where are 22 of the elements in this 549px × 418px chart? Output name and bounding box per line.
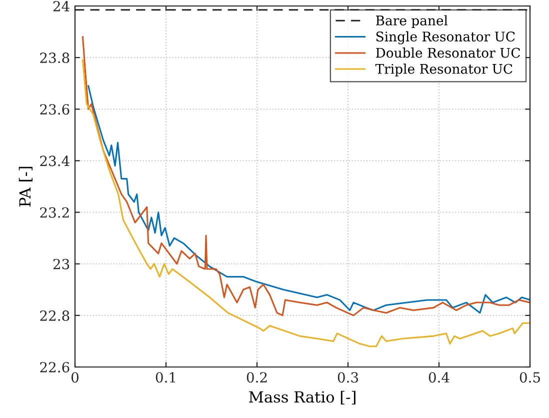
x-tick-label: 0.2 [246,372,267,383]
x-tick-label: 0.4 [428,372,450,383]
x-tick-label: 0.3 [338,372,358,383]
x-tick-label: 0.1 [156,372,176,383]
y-tick-label: 23.4 [40,156,70,166]
y-tick-label: 22.6 [40,362,70,372]
y-tick-label: 23 [53,258,70,270]
legend-label: Triple Resonator UC [375,64,512,76]
y-axis-title: PA [-] [18,166,32,207]
x-tick-label: 0.5 [520,372,540,383]
line-series [82,59,530,348]
legend-label: Single Resonator UC [376,31,515,44]
y-tick-label: 23.8 [40,52,70,64]
y-tick-label: 23.2 [40,207,69,218]
legend-label: Bare panel [376,15,448,28]
y-tick-label: 22.8 [40,310,70,321]
x-axis-title: Mass Ratio [-] [249,390,356,404]
x-tick-label: 0 [71,372,78,383]
y-tick-label: 24 [53,0,70,12]
legend-label: Double Resonator UC [376,48,520,58]
line-series [88,85,530,314]
y-tick-label: 23.6 [40,104,70,115]
